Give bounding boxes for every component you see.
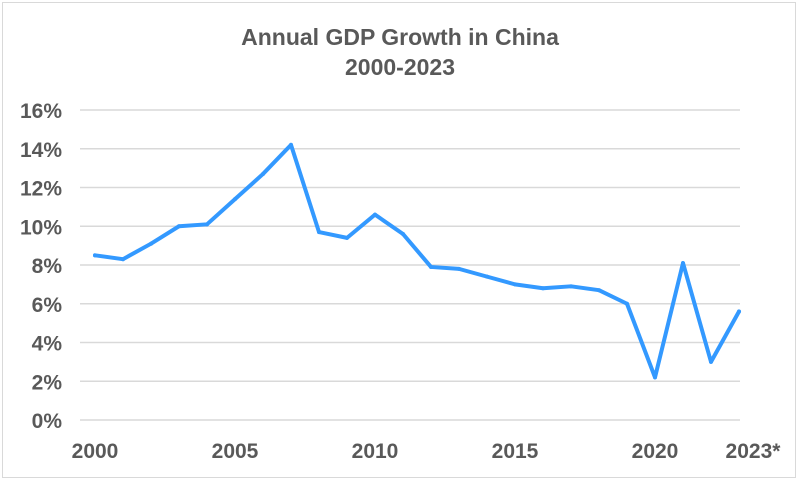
data-point [317,230,321,235]
data-point [513,282,517,287]
x-tick-label: 2020 [632,440,679,463]
y-tick-label: 14% [20,139,62,162]
data-point [177,224,181,229]
y-tick-label: 16% [20,100,62,123]
data-point [457,266,461,271]
data-point [625,301,629,306]
data-point [709,359,713,364]
chart-title: Annual GDP Growth in China [241,24,559,50]
data-point [93,253,97,258]
data-point [485,274,489,279]
y-tick-label: 4% [32,333,63,356]
x-tick-label: 2010 [352,440,399,463]
y-tick-label: 0% [32,410,63,433]
data-point [569,284,573,289]
data-point [261,171,265,176]
data-point [205,222,209,227]
data-point [149,241,153,246]
x-tick-label: 2023* [726,440,782,463]
data-point [401,232,405,236]
chart-frame [2,2,796,478]
data-point [289,142,293,147]
y-tick-label: 2% [32,371,63,394]
gdp-growth-line [93,142,741,380]
y-tick-label: 12% [20,178,62,201]
x-tick-label: 2000 [72,440,119,463]
y-tick-label: 10% [20,216,62,239]
data-point [597,288,601,293]
y-tick-label: 6% [32,294,63,317]
data-point [681,261,685,266]
x-tick-label: 2005 [212,440,259,463]
data-point [121,257,125,262]
x-tick-label: 2015 [492,440,539,463]
data-point [233,197,237,202]
data-point [373,212,377,217]
data-point [737,309,741,314]
data-point [541,286,545,291]
data-point [345,235,349,240]
y-tick-label: 8% [32,255,63,278]
data-point [429,264,433,269]
data-point [653,375,657,380]
chart-subtitle: 2000-2023 [345,54,455,80]
